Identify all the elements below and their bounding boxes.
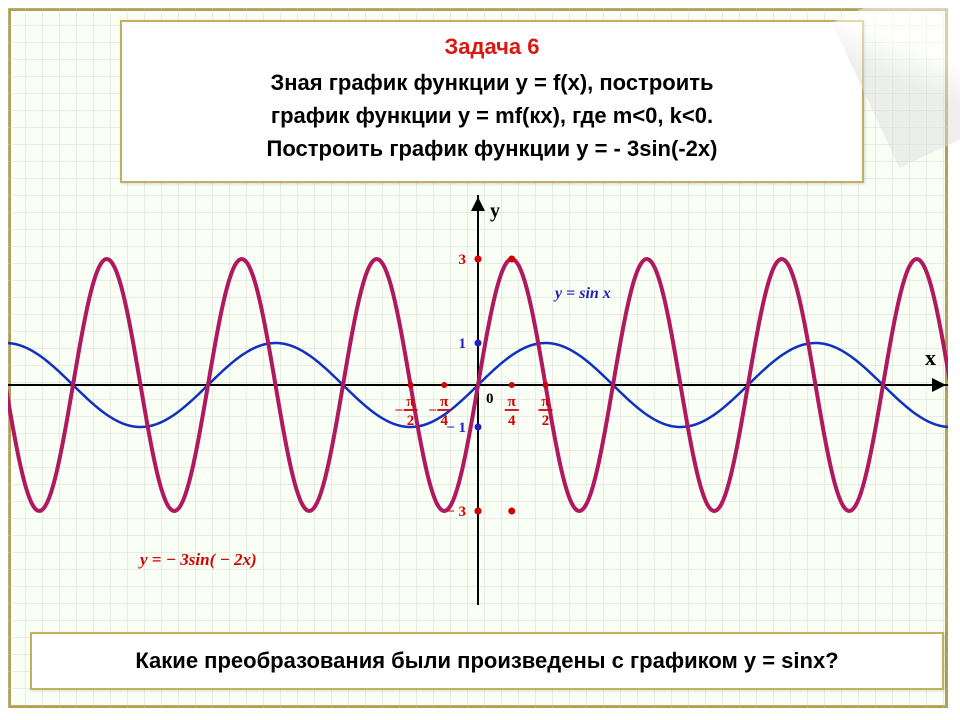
svg-text:4: 4 — [441, 413, 449, 429]
y-axis-label: у — [490, 200, 500, 223]
task-line-2: график функции у = mf(кx), где m<0, k<0. — [142, 99, 842, 132]
formula-red-label: y = − 3sin( − 2x) — [140, 550, 257, 570]
question-box: Какие преобразования были произведены с … — [30, 632, 944, 690]
svg-text:0: 0 — [486, 391, 494, 407]
svg-text:2: 2 — [407, 413, 415, 429]
svg-text:π: π — [406, 394, 415, 410]
formula-blue-label: y = sin x — [555, 285, 611, 303]
svg-text:4: 4 — [508, 413, 516, 429]
svg-text:3: 3 — [459, 252, 467, 268]
svg-text:−: − — [428, 403, 437, 419]
task-title: Задача 6 — [142, 34, 842, 60]
svg-text:2: 2 — [542, 413, 550, 429]
question-text: Какие преобразования были произведены с … — [42, 648, 932, 674]
function-chart: 31− 1− 30−π2−π4π4π2 — [8, 195, 948, 605]
x-axis-label: x — [925, 345, 936, 371]
svg-text:− 1: − 1 — [446, 420, 466, 436]
task-box: Задача 6 Зная график функции у = f(x), п… — [120, 20, 864, 183]
task-line-3: Построить график функции у = - 3sin(-2x) — [142, 132, 842, 165]
task-line-1: Зная график функции у = f(x), построить — [142, 66, 842, 99]
svg-text:π: π — [440, 394, 449, 410]
svg-text:− 3: − 3 — [446, 504, 466, 520]
svg-text:π: π — [541, 394, 550, 410]
svg-text:π: π — [508, 394, 517, 410]
svg-text:1: 1 — [459, 336, 467, 352]
svg-text:−: − — [395, 403, 404, 419]
